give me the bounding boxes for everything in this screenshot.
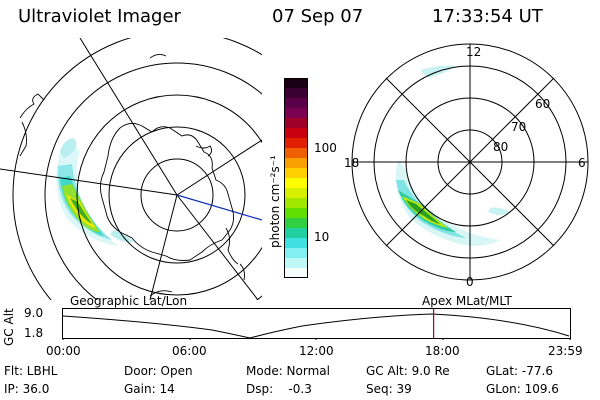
right-map-caption: Apex MLat/MLT <box>422 294 512 308</box>
date-display: 07 Sep 07 <box>272 6 364 27</box>
mlt-label-6: 6 <box>578 156 586 170</box>
colorbar <box>284 78 308 278</box>
left-map-caption: Geographic Lat/Lon <box>70 294 188 308</box>
timeline-ytick-9: 9.0 <box>24 306 44 320</box>
colorbar-band <box>284 208 308 219</box>
colorbar-band <box>284 258 308 269</box>
timeline-xtick-0600: 06:00 <box>172 344 207 358</box>
mlt-lines <box>352 44 588 280</box>
colorbar-band <box>284 88 308 99</box>
timeline-xtick-2359: 23:59 <box>548 344 583 358</box>
colorbar-band <box>284 188 308 199</box>
geographic-map <box>0 38 262 300</box>
time-display: 17:33:54 UT <box>432 6 543 27</box>
mode-value: Mode: Normal <box>246 364 330 378</box>
timeline-ytick-1-8: 1.8 <box>24 326 44 340</box>
colorbar-band <box>284 248 308 259</box>
orbit-altitude-plot <box>62 308 571 340</box>
colorbar-tick-10: 10 <box>314 230 330 244</box>
mlt-label-0: 0 <box>466 275 474 289</box>
dsp-value: Dsp: -0.3 <box>246 382 312 396</box>
colorbar-band <box>284 198 308 209</box>
colorbar-band <box>284 148 308 159</box>
colorbar-band <box>284 268 308 278</box>
gc-altitude-value: GC Alt: 9.0 Re <box>366 364 450 378</box>
longitude-lines <box>0 38 262 300</box>
glon-value: GLon: 109.6 <box>486 382 559 396</box>
gain-value: Gain: 14 <box>124 382 175 396</box>
colorbar-band <box>284 118 308 129</box>
reference-meridian <box>176 194 262 221</box>
door-status: Door: Open <box>124 364 193 378</box>
colorbar-band <box>284 238 308 249</box>
mlt-label-12: 12 <box>466 45 482 59</box>
timeline-xtick-1800: 18:00 <box>425 344 460 358</box>
magnetic-map <box>351 43 589 281</box>
timeline-xtick-1200: 12:00 <box>299 344 334 358</box>
colorbar-band <box>284 138 308 149</box>
glat-value: GLat: -77.6 <box>486 364 553 378</box>
colorbar-band <box>284 178 308 189</box>
sequence-value: Seq: 39 <box>366 382 412 396</box>
mlat-label-60: 60 <box>535 97 551 111</box>
colorbar-band <box>284 108 308 119</box>
mlat-label-80: 80 <box>493 140 509 154</box>
colorbar-band <box>284 168 308 179</box>
latitude-circles <box>12 38 262 300</box>
mlat-label-70: 70 <box>511 120 527 134</box>
filter-value: Flt: LBHL <box>4 364 58 378</box>
colorbar-band <box>284 228 308 239</box>
left-aurora-emission <box>56 138 134 246</box>
ip-value: IP: 36.0 <box>4 382 50 396</box>
app-title: Ultraviolet Imager <box>18 6 181 27</box>
coastlines <box>19 53 245 297</box>
colorbar-unit-label: photon cm⁻²s⁻¹ <box>268 155 282 248</box>
mlt-label-18: 18 <box>344 156 360 170</box>
colorbar-band <box>284 218 308 229</box>
colorbar-band <box>284 158 308 169</box>
colorbar-band <box>284 98 308 109</box>
colorbar-band <box>284 128 308 139</box>
timeline-xtick-0000: 00:00 <box>46 344 81 358</box>
colorbar-band <box>284 78 308 89</box>
colorbar-tick-100: 100 <box>314 141 337 155</box>
timeline-ylabel: GC Alt <box>2 308 16 346</box>
altitude-curve <box>62 313 570 339</box>
